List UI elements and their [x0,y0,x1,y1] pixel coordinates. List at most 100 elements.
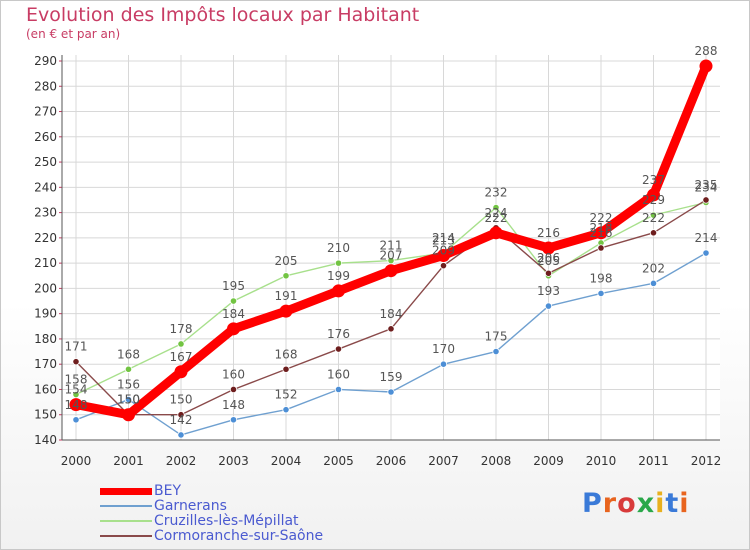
data-label-garnerans: 202 [642,261,665,275]
data-label-cruzilles-l-s-m-pillat: 205 [537,254,560,268]
x-tick-label: 2008 [481,454,512,468]
data-label-cormoranche-sur-sa-ne: 171 [65,340,88,354]
data-label-cormoranche-sur-sa-ne: 222 [642,211,665,225]
data-label-cormoranche-sur-sa-ne: 184 [380,307,403,321]
series-point-cormoranche-sur-sa-ne [702,196,710,204]
x-tick-label: 2001 [113,454,144,468]
series-point-bey [384,264,398,278]
data-label-bey: 191 [275,289,298,303]
data-label-cruzilles-l-s-m-pillat: 168 [117,347,140,361]
series-point-garnerans [649,279,658,287]
x-tick-label: 2012 [691,454,722,468]
data-label-cruzilles-l-s-m-pillat: 195 [222,279,245,293]
data-label-garnerans: 160 [327,367,350,381]
x-tick-label: 2011 [638,454,669,468]
data-label-bey: 216 [537,226,560,240]
series-point-cormoranche-sur-sa-ne [649,229,658,237]
series-point-bey [542,241,555,255]
legend-item-cormoranche: Cormoranche-sur-Saône [100,528,360,545]
chart-title: Evolution des Impôts locaux par Habitant [26,4,420,26]
series-point-garnerans [544,302,553,310]
legend-label-bey: BEY [154,483,182,499]
data-label-garnerans: 152 [275,388,298,402]
data-label-cormoranche-sur-sa-ne: 235 [695,178,718,192]
series-point-garnerans [492,347,500,356]
y-tick-label: 220 [34,231,57,245]
x-tick-label: 2009 [533,454,564,468]
series-point-cruzilles-l-s-m-pillat [229,297,238,305]
data-label-bey: 154 [65,383,88,397]
data-label-cruzilles-l-s-m-pillat: 214 [432,231,455,245]
y-tick-label: 160 [34,382,57,396]
data-label-garnerans: 159 [380,370,403,384]
y-tick-label: 260 [34,130,57,144]
series-point-cormoranche-sur-sa-ne [72,358,80,366]
series-point-cormoranche-sur-sa-ne [334,345,343,353]
legend-swatch-cruzilles [100,520,152,522]
proxiti-logo: Proxiti [582,488,690,519]
y-tick-label: 200 [34,281,57,295]
series-point-cruzilles-l-s-m-pillat [334,259,343,267]
series-point-cormoranche-sur-sa-ne [597,244,605,252]
y-tick-label: 280 [34,79,57,93]
y-tick-label: 210 [34,256,57,270]
series-point-bey [69,398,83,412]
y-tick-label: 150 [34,408,57,422]
data-label-bey: 222 [590,211,613,225]
data-label-cormoranche-sur-sa-ne: 216 [590,226,613,240]
legend-swatch-garnerans [100,505,152,507]
series-point-bey [279,304,293,318]
data-label-bey: 150 [117,393,140,407]
series-point-bey [489,226,503,240]
data-label-cruzilles-l-s-m-pillat: 211 [380,239,403,253]
data-label-cormoranche-sur-sa-ne: 224 [485,206,508,220]
legend-swatch-cormoranche [100,535,152,537]
data-label-cormoranche-sur-sa-ne: 150 [117,393,140,407]
data-label-cruzilles-l-s-m-pillat: 205 [275,254,298,268]
series-point-cormoranche-sur-sa-ne [387,325,395,333]
y-tick-label: 290 [34,54,57,68]
legend-label-cormoranche: Cormoranche-sur-Saône [154,528,324,544]
data-label-bey: 222 [485,211,508,225]
data-label-garnerans: 156 [117,378,140,392]
data-label-cruzilles-l-s-m-pillat: 232 [485,186,508,200]
data-label-garnerans: 148 [65,398,88,412]
series-point-bey [227,322,240,336]
legend-item-cruzilles: Cruzilles-lès-Mépillat [100,513,360,530]
x-tick-label: 2003 [218,454,249,468]
data-label-cormoranche-sur-sa-ne: 150 [170,393,193,407]
data-label-bey: 288 [695,44,718,58]
series-point-cormoranche-sur-sa-ne [544,269,553,277]
series-point-bey [647,188,660,202]
data-label-garnerans: 170 [432,342,455,356]
legend-item-bey: BEY [100,483,360,500]
series-point-garnerans [124,395,133,404]
series-point-cruzilles-l-s-m-pillat [72,390,80,399]
data-label-cruzilles-l-s-m-pillat: 218 [590,221,613,235]
series-point-cruzilles-l-s-m-pillat [387,257,395,265]
logo-letter: i [655,488,666,519]
x-tick-label: 2007 [428,454,459,468]
logo-letter: P [582,488,603,519]
data-label-bey: 237 [642,173,665,187]
data-label-cruzilles-l-s-m-pillat: 178 [170,322,193,336]
data-label-bey: 213 [432,234,455,248]
y-tick-label: 240 [34,180,57,194]
chart-subtitle: (en € et par an) [26,27,121,41]
series-point-garnerans [387,388,395,396]
data-label-garnerans: 148 [222,398,245,412]
series-point-garnerans [597,289,605,298]
series-point-garnerans [282,406,290,414]
data-label-cormoranche-sur-sa-ne: 160 [222,367,245,381]
data-label-garnerans: 142 [170,413,193,427]
logo-letter: t [665,488,680,519]
series-point-cruzilles-l-s-m-pillat [282,272,290,280]
series-point-bey [122,408,135,422]
y-tick-label: 190 [34,307,57,321]
series-point-garnerans [334,385,343,394]
logo-letter: x [636,488,656,519]
data-label-cormoranche-sur-sa-ne: 168 [275,347,298,361]
series-point-cormoranche-sur-sa-ne [177,411,185,419]
data-label-bey: 199 [327,269,350,283]
